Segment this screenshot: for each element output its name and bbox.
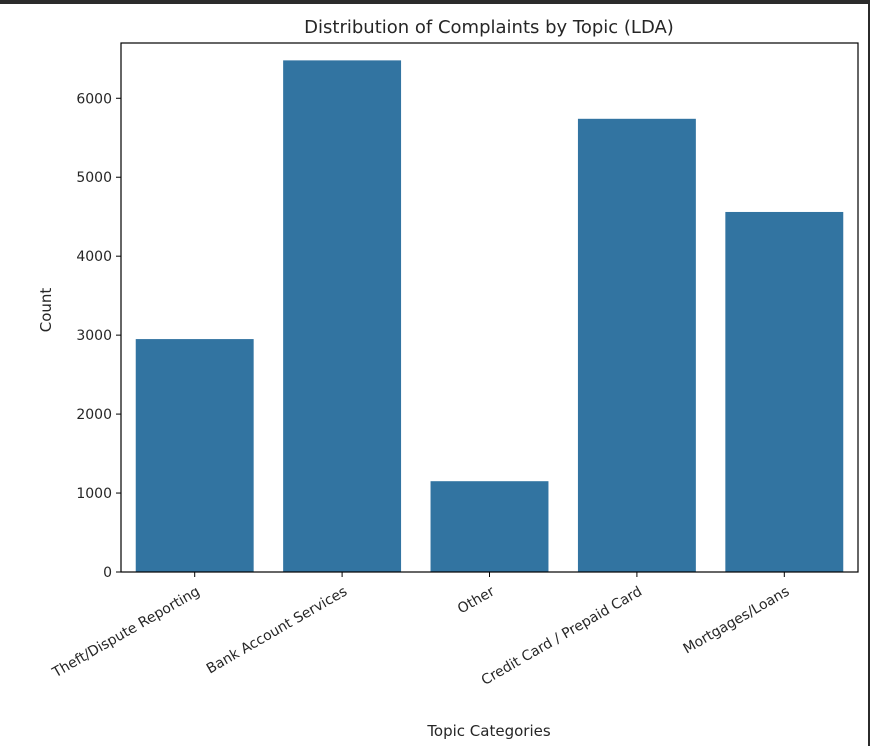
x-axis-label: Topic Categories (426, 722, 551, 740)
x-axis: Theft/Dispute Reporting Bank Account Serv… (49, 572, 792, 689)
y-tick-label: 1000 (76, 486, 112, 502)
y-tick-label: 5000 (76, 170, 112, 186)
bar-5 (725, 211, 844, 572)
x-tick-label: Credit Card / Prepaid Card (479, 584, 645, 689)
x-tick-label: Theft/Dispute Reporting (49, 584, 203, 682)
bars-layer (135, 60, 844, 573)
y-tick-label: 4000 (76, 249, 112, 265)
x-tick-label: Other (455, 583, 498, 617)
bar-3 (430, 481, 549, 572)
chart-title: Distribution of Complaints by Topic (LDA… (304, 17, 674, 38)
y-tick-label: 6000 (76, 91, 112, 107)
bar-2 (283, 60, 402, 573)
window-right-border (868, 0, 870, 746)
bar-1 (135, 339, 254, 572)
y-tick-label: 3000 (76, 328, 112, 344)
y-tick-label: 0 (103, 565, 112, 581)
bar-4 (577, 118, 696, 573)
plot-frame (120, 42, 859, 573)
y-axis-label: Count (37, 288, 55, 333)
y-axis: 0 1000 2000 3000 4000 5000 6000 (76, 91, 121, 581)
x-tick-label: Bank Account Services (204, 584, 350, 678)
window-top-border (0, 0, 870, 4)
x-tick-label: Mortgages/Loans (681, 584, 793, 658)
y-tick-label: 2000 (76, 407, 112, 423)
